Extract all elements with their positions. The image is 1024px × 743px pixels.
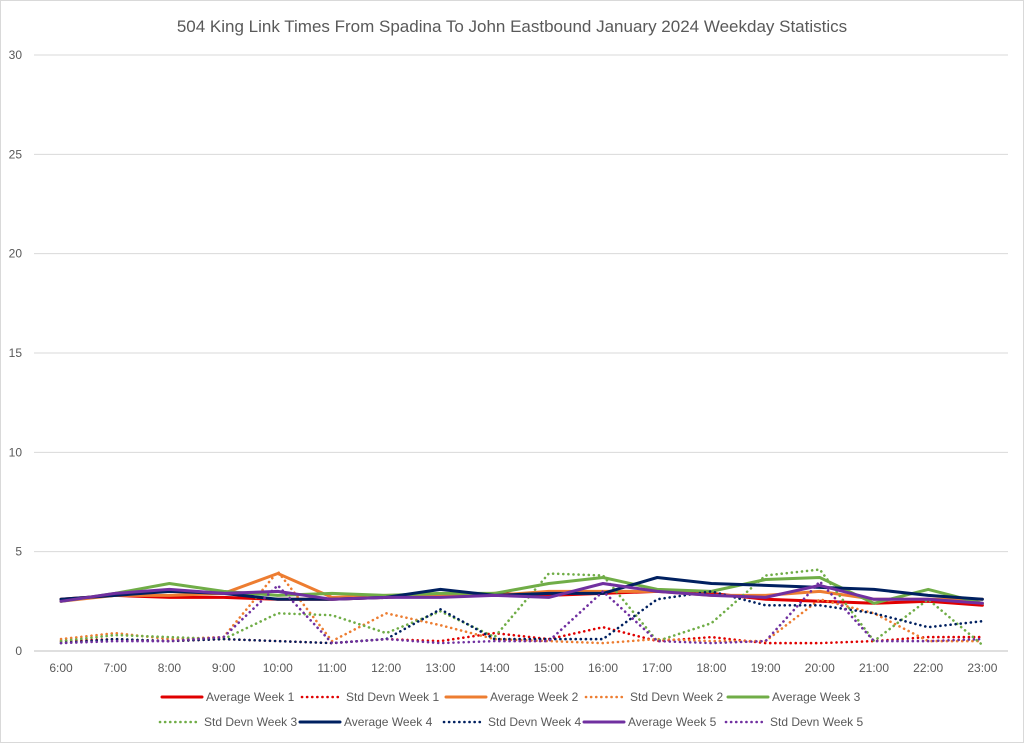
legend-label: Average Week 2 (490, 690, 579, 704)
x-tick-label: 20:00 (805, 661, 835, 675)
legend-label: Std Devn Week 5 (770, 715, 863, 729)
legend-label: Std Devn Week 1 (346, 690, 439, 704)
x-tick-label: 8:00 (158, 661, 182, 675)
x-tick-label: 6:00 (49, 661, 73, 675)
y-tick-label: 10 (9, 445, 23, 459)
legend-label: Average Week 4 (344, 715, 433, 729)
legend-label: Average Week 1 (206, 690, 295, 704)
chart-title: 504 King Link Times From Spadina To John… (177, 17, 847, 36)
y-tick-label: 20 (9, 247, 23, 261)
legend: Average Week 1 Std Devn Week 1 Average Wee… (158, 690, 863, 729)
x-tick-label: 13:00 (425, 661, 455, 675)
legend-label: Average Week 3 (772, 690, 861, 704)
x-tick-label: 16:00 (588, 661, 618, 675)
x-tick-label: 9:00 (212, 661, 236, 675)
series-line-std-devn-week-4 (59, 590, 984, 645)
x-tick-label: 21:00 (859, 661, 889, 675)
x-tick-label: 19:00 (751, 661, 781, 675)
legend-label: Std Devn Week 2 (630, 690, 723, 704)
gridlines (34, 54, 1008, 652)
x-tick-label: 15:00 (534, 661, 564, 675)
y-tick-label: 25 (9, 147, 23, 161)
series-lines (59, 568, 984, 647)
x-tick-label: 7:00 (104, 661, 128, 675)
x-tick-label: 12:00 (371, 661, 401, 675)
x-tick-label: 17:00 (642, 661, 672, 675)
x-axis-tick-labels: 6:00 7:00 8:00 9:00 10:00 11:00 12:00 13:00 14:0… (49, 661, 997, 675)
x-tick-label: 10:00 (263, 661, 293, 675)
y-tick-label: 30 (9, 48, 23, 62)
series-line-std-devn-week-5 (59, 580, 984, 645)
y-tick-label: 15 (9, 346, 23, 360)
y-tick-label: 0 (15, 644, 22, 658)
x-tick-label: 14:00 (480, 661, 510, 675)
x-tick-label: 11:00 (317, 661, 346, 675)
y-axis-tick-labels: 0 5 10 15 20 25 30 (9, 48, 23, 658)
legend-label: Average Week 5 (628, 715, 717, 729)
series-line-average-week-3 (59, 576, 984, 605)
legend-label: Std Devn Week 4 (488, 715, 581, 729)
series-line-average-week-5 (59, 582, 984, 605)
legend-label: Std Devn Week 3 (204, 715, 297, 729)
x-tick-label: 22:00 (913, 661, 943, 675)
x-tick-label: 18:00 (696, 661, 726, 675)
x-tick-label: 23:00 (967, 661, 997, 675)
y-tick-label: 5 (15, 545, 22, 559)
